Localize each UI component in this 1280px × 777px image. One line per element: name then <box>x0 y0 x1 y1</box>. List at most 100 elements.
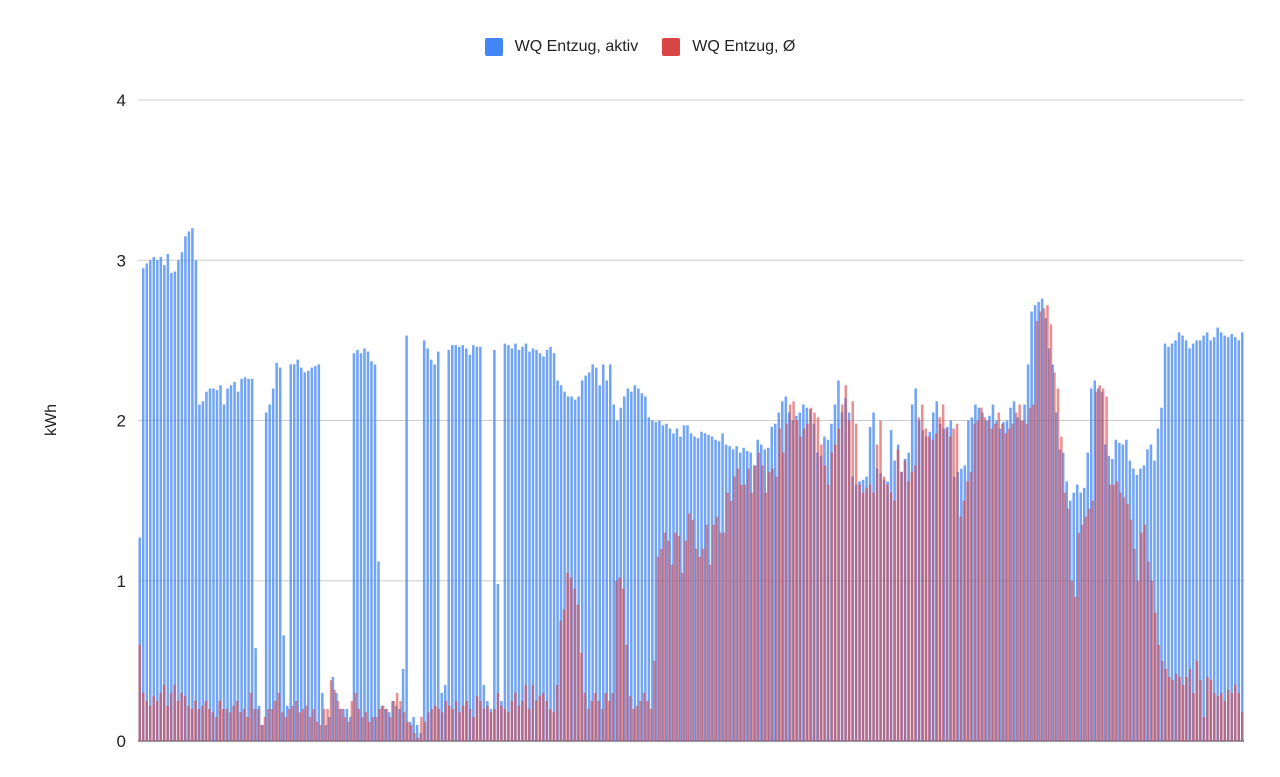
bar-aktiv[interactable] <box>651 420 654 742</box>
bar-avg[interactable] <box>361 716 364 741</box>
bar-avg[interactable] <box>851 401 854 741</box>
bar-avg[interactable] <box>1202 716 1206 741</box>
bar-aktiv[interactable] <box>292 364 296 741</box>
bar-avg[interactable] <box>246 716 249 741</box>
bar-aktiv[interactable] <box>317 364 321 741</box>
bar-aktiv[interactable] <box>447 349 450 741</box>
bar-aktiv[interactable] <box>429 359 433 741</box>
bar-aktiv[interactable] <box>191 228 194 741</box>
bar-aktiv[interactable] <box>619 407 623 741</box>
bar-avg[interactable] <box>914 465 917 741</box>
bar-avg[interactable] <box>333 689 336 741</box>
bar-avg[interactable] <box>1178 676 1181 741</box>
bar-aktiv[interactable] <box>300 367 303 741</box>
bar-avg[interactable] <box>1185 676 1188 741</box>
bar-avg[interactable] <box>524 684 528 741</box>
bar-avg[interactable] <box>228 712 232 741</box>
bar-aktiv[interactable] <box>514 343 517 741</box>
bar-avg[interactable] <box>1087 508 1091 741</box>
bar-avg[interactable] <box>528 708 531 741</box>
bar-avg[interactable] <box>451 708 455 741</box>
bar-avg[interactable] <box>705 524 708 741</box>
bar-avg[interactable] <box>566 572 569 741</box>
bar-avg[interactable] <box>1101 388 1105 741</box>
bar-aktiv[interactable] <box>644 396 647 741</box>
bar-aktiv[interactable] <box>219 385 222 741</box>
bar-avg[interactable] <box>788 404 792 741</box>
bar-avg[interactable] <box>1188 668 1192 741</box>
bar-avg[interactable] <box>496 692 500 741</box>
bar-aktiv[interactable] <box>598 385 601 741</box>
bar-avg[interactable] <box>173 684 176 741</box>
bar-avg[interactable] <box>1171 680 1174 741</box>
bar-avg[interactable] <box>503 708 507 741</box>
bar-aktiv[interactable] <box>345 708 349 741</box>
bar-aktiv[interactable] <box>1195 340 1198 742</box>
bar-avg[interactable] <box>354 692 357 741</box>
bar-aktiv[interactable] <box>665 423 668 741</box>
legend-item-aktiv[interactable]: WQ Entzug, aktiv <box>484 38 638 56</box>
bar-avg[interactable] <box>218 700 221 741</box>
bar-avg[interactable] <box>802 428 806 741</box>
bar-aktiv[interactable] <box>696 438 700 741</box>
bar-avg[interactable] <box>183 696 187 741</box>
bar-avg[interactable] <box>534 700 538 741</box>
bar-aktiv[interactable] <box>1079 492 1082 741</box>
bar-aktiv[interactable] <box>707 434 710 741</box>
bar-avg[interactable] <box>1122 497 1126 741</box>
bar-avg[interactable] <box>190 708 194 741</box>
bar-avg[interactable] <box>374 716 378 741</box>
bar-aktiv[interactable] <box>1184 340 1188 742</box>
bar-avg[interactable] <box>708 564 712 741</box>
bar-aktiv[interactable] <box>1082 487 1086 741</box>
bar-aktiv[interactable] <box>1061 452 1065 741</box>
bar-avg[interactable] <box>1181 684 1185 741</box>
bar-aktiv[interactable] <box>573 399 577 741</box>
bar-avg[interactable] <box>799 436 802 741</box>
bar-avg[interactable] <box>1174 673 1178 741</box>
bar-avg[interactable] <box>176 700 180 741</box>
bar-avg[interactable] <box>1133 548 1136 741</box>
bar-aktiv[interactable] <box>542 356 545 741</box>
bar-avg[interactable] <box>434 705 437 741</box>
bar-avg[interactable] <box>301 708 305 741</box>
bar-aktiv[interactable] <box>1153 460 1156 741</box>
bar-avg[interactable] <box>576 604 580 741</box>
bar-aktiv[interactable] <box>724 444 728 741</box>
bar-avg[interactable] <box>482 708 486 741</box>
bar-aktiv[interactable] <box>623 396 626 741</box>
bar-avg[interactable] <box>1150 580 1154 741</box>
bar-avg[interactable] <box>263 716 267 741</box>
bar-avg[interactable] <box>1115 481 1119 741</box>
bar-avg[interactable] <box>806 423 809 741</box>
bar-avg[interactable] <box>1161 660 1164 742</box>
bar-avg[interactable] <box>159 692 162 741</box>
bar-avg[interactable] <box>510 700 514 741</box>
bar-aktiv[interactable] <box>359 353 363 741</box>
bar-avg[interactable] <box>611 692 614 741</box>
bar-avg[interactable] <box>854 423 858 741</box>
bar-aktiv[interactable] <box>307 370 310 741</box>
bar-avg[interactable] <box>1136 580 1140 741</box>
bar-avg[interactable] <box>364 712 368 741</box>
bar-avg[interactable] <box>750 492 754 741</box>
bar-aktiv[interactable] <box>507 345 510 741</box>
bar-aktiv[interactable] <box>1058 449 1061 741</box>
bar-aktiv[interactable] <box>601 364 605 741</box>
bar-avg[interactable] <box>653 660 656 742</box>
bar-aktiv[interactable] <box>1191 343 1195 741</box>
bar-avg[interactable] <box>562 609 566 741</box>
bar-aktiv[interactable] <box>1044 317 1047 741</box>
bar-aktiv[interactable] <box>264 412 268 741</box>
bar-aktiv[interactable] <box>521 346 524 741</box>
bar-avg[interactable] <box>1021 420 1025 742</box>
bar-aktiv[interactable] <box>1233 337 1237 741</box>
bar-avg[interactable] <box>1112 484 1115 741</box>
bar-avg[interactable] <box>587 708 590 741</box>
bar-aktiv[interactable] <box>145 263 149 741</box>
bar-avg[interactable] <box>1053 372 1056 741</box>
bar-aktiv[interactable] <box>254 648 257 741</box>
bar-aktiv[interactable] <box>563 391 566 741</box>
bar-avg[interactable] <box>729 500 733 742</box>
bar-aktiv[interactable] <box>177 260 180 741</box>
